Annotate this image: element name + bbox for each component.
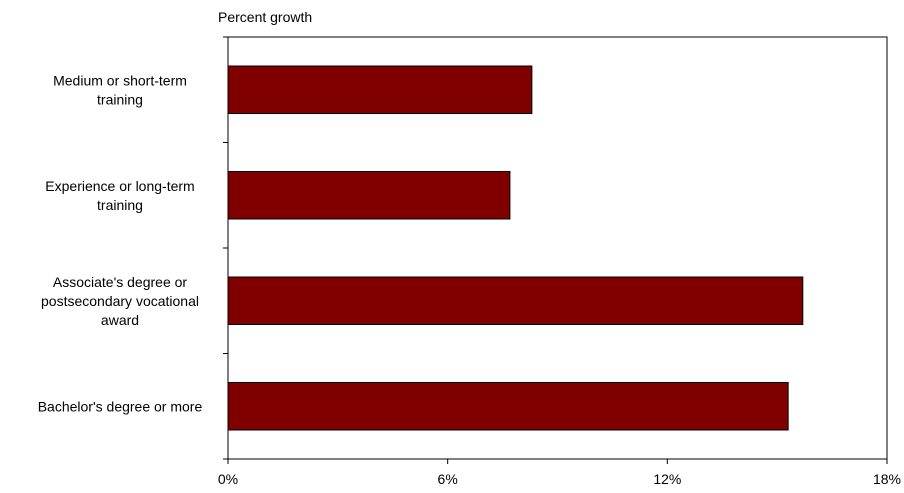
category-label: Medium or short-term <box>53 72 187 88</box>
x-tick-label: 6% <box>438 471 458 487</box>
axis-title: Percent growth <box>218 9 313 25</box>
bar <box>227 171 511 220</box>
category-label: training <box>97 197 143 213</box>
category-label: Associate's degree or <box>53 274 188 290</box>
bar <box>227 382 789 431</box>
category-label: training <box>97 91 143 107</box>
bar <box>227 65 533 114</box>
category-label: award <box>101 312 139 328</box>
bar <box>227 276 804 325</box>
x-tick-label: 0% <box>218 471 238 487</box>
category-label: postsecondary vocational <box>41 293 199 309</box>
category-label: Bachelor's degree or more <box>38 398 203 414</box>
category-label: Experience or long-term <box>45 178 194 194</box>
x-tick-label: 12% <box>653 471 681 487</box>
x-tick-label: 18% <box>873 471 901 487</box>
